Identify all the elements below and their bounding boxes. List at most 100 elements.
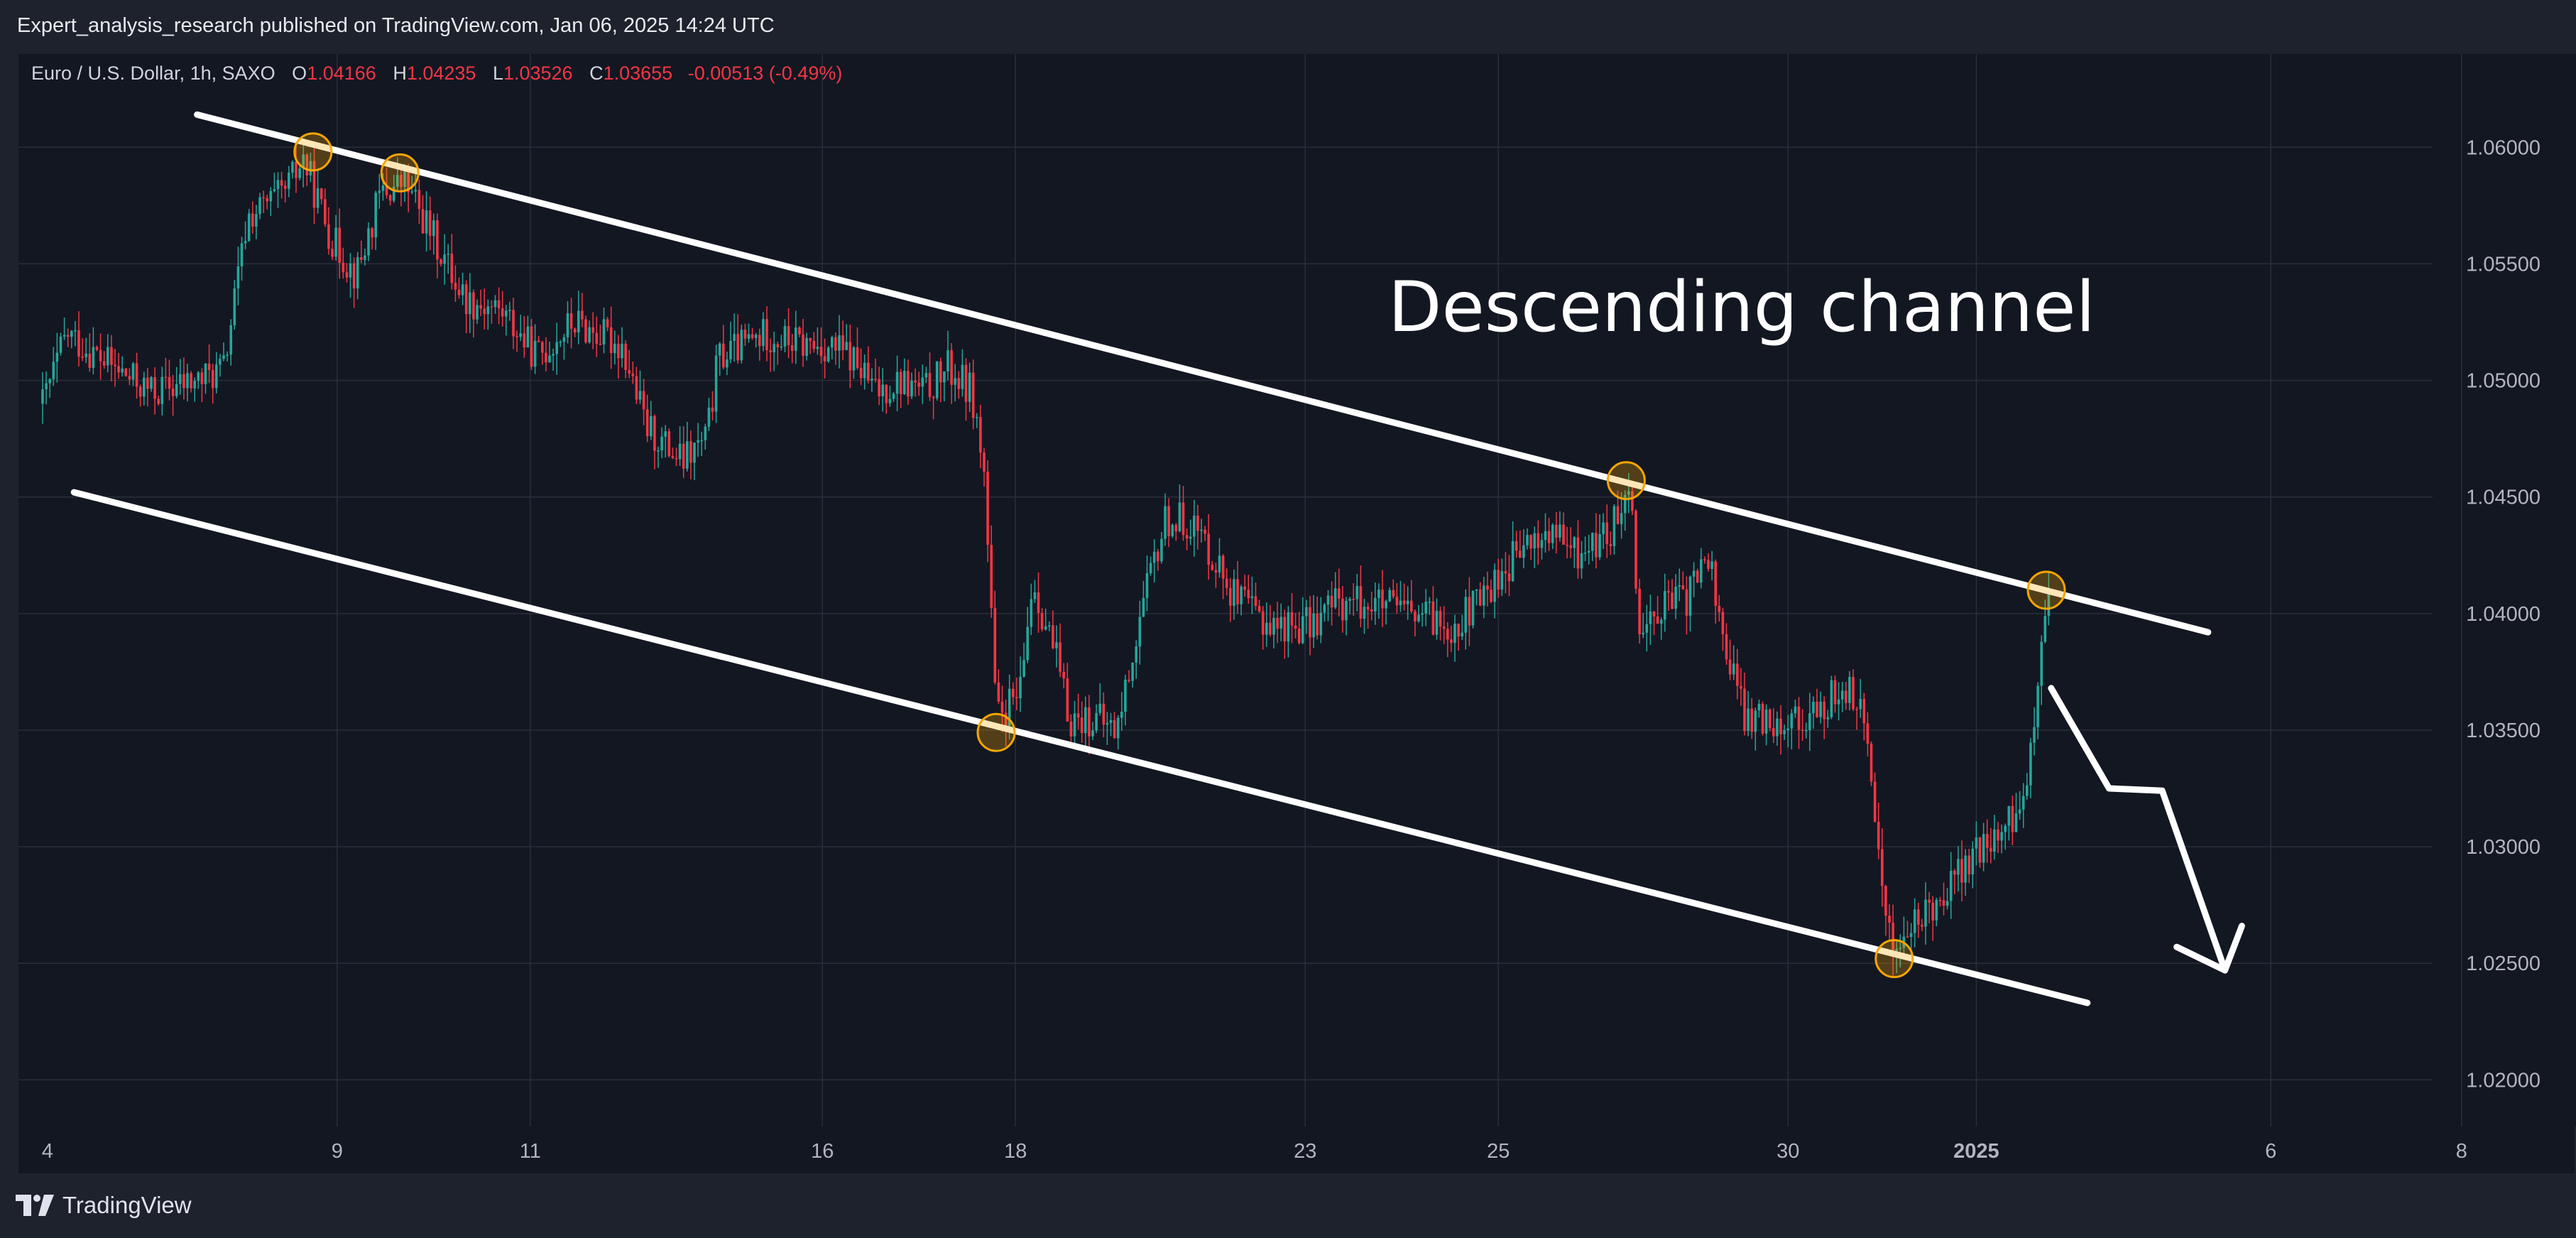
candle-body — [1714, 561, 1717, 606]
candle-body — [1917, 909, 1920, 925]
candle-body — [2043, 616, 2047, 642]
candle-body — [555, 342, 558, 354]
candle-body — [823, 356, 826, 362]
touch-point-marker[interactable] — [1606, 461, 1646, 501]
candle-body — [371, 228, 373, 238]
candle-body — [976, 417, 978, 418]
candle-body — [1044, 626, 1047, 630]
candle-body — [780, 346, 783, 348]
candle-body — [1884, 886, 1887, 916]
candle-body — [1728, 659, 1732, 675]
candle-body — [1261, 611, 1265, 635]
candle-body — [258, 197, 261, 215]
candle-body — [1627, 491, 1630, 495]
candle-body — [175, 384, 178, 396]
candle-body — [617, 343, 620, 359]
published-caption: Expert_analysis_research published on Tr… — [17, 14, 775, 37]
candle-body — [758, 335, 761, 347]
candle-body — [1312, 613, 1315, 638]
candle-body — [1109, 720, 1113, 723]
chart-background — [18, 54, 2433, 1126]
candle-body — [197, 372, 200, 381]
candle-body — [400, 175, 403, 188]
candle-body — [1678, 585, 1681, 587]
candle-body — [1062, 671, 1065, 679]
candle-body — [1649, 611, 1652, 624]
channel-annotation-text[interactable]: Descending channel — [1388, 267, 2095, 348]
open-value: 1.04166 — [307, 63, 376, 84]
candle-body — [584, 319, 587, 343]
touch-point-marker[interactable] — [380, 153, 420, 192]
candle-body — [135, 363, 138, 387]
channel-lower-line[interactable] — [70, 489, 2091, 1006]
tradingview-brand[interactable]: TradingView — [16, 1192, 192, 1219]
candle-body — [1747, 708, 1750, 732]
candle-body — [675, 457, 678, 460]
candle-body — [729, 341, 732, 359]
candle-body — [1519, 550, 1522, 558]
candle-body — [2026, 785, 2029, 796]
candle-body — [1721, 612, 1725, 634]
candle-body — [356, 257, 359, 289]
candle-body — [1374, 597, 1377, 612]
candle-body — [776, 344, 780, 347]
time-axis-panel[interactable] — [18, 1126, 2575, 1173]
candle-body — [1435, 611, 1439, 635]
price-tick-label: 1.03000 — [2466, 836, 2540, 859]
touch-point-marker[interactable] — [976, 712, 1016, 752]
candle-body — [443, 254, 446, 264]
candle-body — [298, 168, 301, 178]
touch-point-marker[interactable] — [2026, 570, 2066, 610]
candle-body — [831, 337, 834, 348]
candle-body — [526, 326, 530, 348]
candle-body — [657, 450, 660, 452]
candle-body — [1504, 571, 1507, 574]
candle-body — [990, 545, 993, 608]
candle-body — [1598, 534, 1601, 558]
candle-body — [591, 327, 594, 333]
candle-body — [1688, 576, 1692, 616]
candle-body — [1845, 690, 1848, 703]
candle-body — [1152, 551, 1156, 563]
candle-body — [486, 306, 490, 315]
candle-body — [2014, 813, 2018, 832]
candle-body — [1294, 625, 1297, 629]
candle-body — [1960, 859, 1963, 883]
candle-body — [1225, 578, 1228, 588]
candle-body — [1279, 617, 1282, 629]
channel-upper-line[interactable] — [194, 111, 2212, 636]
candle-body — [1059, 642, 1061, 672]
candle-body — [1768, 709, 1772, 728]
time-tick-label: 23 — [1294, 1140, 1316, 1163]
candle-body — [1819, 701, 1822, 717]
candle-body — [2036, 685, 2039, 727]
price-axis-panel[interactable] — [2433, 54, 2576, 1126]
candle-body — [1457, 624, 1460, 637]
touch-point-marker[interactable] — [1874, 939, 1914, 979]
touch-point-marker[interactable] — [293, 132, 333, 172]
candle-body — [1421, 613, 1424, 615]
candle-body — [1638, 588, 1641, 635]
candle-body — [1073, 713, 1076, 737]
candle-body — [392, 186, 395, 201]
candle-body — [1333, 588, 1337, 608]
candle-body — [1623, 494, 1627, 514]
candle-body — [121, 368, 124, 373]
projection-arrow-head[interactable] — [2173, 923, 2245, 974]
annotations[interactable] — [70, 111, 2245, 1006]
candle-body — [1862, 698, 1866, 724]
projection-path[interactable] — [2048, 685, 2229, 974]
candle-body — [1591, 533, 1594, 551]
candle-body — [440, 259, 442, 264]
candle-body — [1128, 679, 1130, 681]
candle-body — [1131, 662, 1134, 681]
candle-body — [1012, 688, 1015, 697]
candle-body — [512, 310, 515, 337]
candle-body — [160, 376, 164, 404]
candle-body — [421, 209, 425, 234]
candle-body — [1102, 703, 1106, 725]
candle-body — [1033, 592, 1037, 599]
candle-body — [917, 382, 920, 387]
candle-body — [447, 254, 449, 255]
